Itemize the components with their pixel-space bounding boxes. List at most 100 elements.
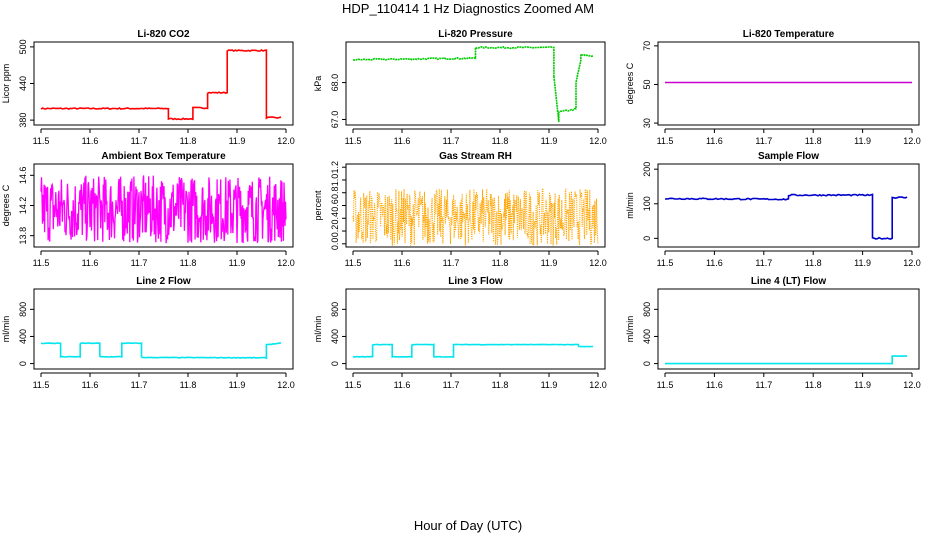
y-tick-label: 800: [330, 302, 340, 317]
panel-title: Li-820 Pressure: [438, 29, 513, 40]
y-tick-label: 1.0: [330, 174, 340, 187]
x-tick-label: 12.0: [903, 380, 921, 390]
y-axis-label: ml/min: [313, 316, 323, 343]
x-tick-label: 11.5: [345, 380, 362, 390]
y-tick-label: 0: [642, 236, 652, 241]
x-tick-label: 11.7: [755, 380, 772, 390]
y-tick-label: 400: [330, 329, 340, 344]
x-tick-label: 11.6: [706, 136, 723, 146]
x-tick-label: 11.9: [541, 380, 558, 390]
y-tick-label: 70: [642, 41, 652, 51]
x-tick-label: 11.5: [33, 380, 50, 390]
x-tick-label: 12.0: [589, 258, 607, 268]
x-tick-label: 11.5: [657, 380, 674, 390]
figure-title: HDP_110414 1 Hz Diagnostics Zoomed AM: [342, 1, 594, 16]
series-line: [352, 187, 599, 246]
panel-6: [30, 288, 294, 377]
y-tick-label: 0.6: [330, 199, 340, 212]
x-tick-label: 11.7: [755, 258, 772, 268]
panel-5: [654, 163, 920, 255]
x-tick-label: 11.6: [394, 380, 411, 390]
x-tick-label: 11.9: [854, 136, 871, 146]
x-tick-label: 11.6: [706, 380, 723, 390]
y-tick-label: 30: [642, 118, 652, 128]
x-tick-label: 11.9: [854, 258, 871, 268]
y-tick-label: 0: [18, 361, 28, 366]
panel-title: Gas Stream RH: [439, 151, 512, 162]
x-tick-label: 11.6: [82, 136, 99, 146]
y-tick-label: 400: [642, 329, 652, 344]
y-axis-label: degrees C: [1, 184, 11, 226]
panel-2: [654, 41, 920, 133]
x-tick-label: 11.7: [443, 380, 460, 390]
panel-title: Sample Flow: [758, 151, 819, 162]
x-axis-caption: Hour of Day (UTC): [413, 518, 523, 533]
y-tick-label: 67.0: [330, 111, 340, 129]
x-tick-label: 11.8: [805, 258, 822, 268]
x-tick-label: 12.0: [589, 380, 607, 390]
x-tick-label: 12.0: [277, 380, 295, 390]
y-axis-label: degrees C: [625, 62, 635, 104]
y-axis-label: ml/min: [1, 316, 11, 343]
x-tick-label: 11.8: [492, 380, 509, 390]
y-tick-label: 14.6: [18, 167, 28, 185]
x-tick-label: 11.8: [805, 380, 822, 390]
x-tick-label: 11.8: [492, 258, 509, 268]
x-tick-label: 11.6: [394, 258, 411, 268]
y-tick-label: 14.2: [18, 197, 28, 215]
panel-title: Line 4 (LT) Flow: [751, 276, 827, 287]
x-tick-label: 12.0: [903, 136, 921, 146]
x-tick-label: 11.5: [345, 258, 362, 268]
x-tick-label: 11.7: [131, 258, 148, 268]
x-tick-label: 11.7: [755, 136, 772, 146]
x-tick-label: 11.6: [82, 380, 99, 390]
y-tick-label: 800: [18, 302, 28, 317]
x-tick-label: 11.9: [229, 380, 246, 390]
x-tick-label: 11.7: [131, 136, 148, 146]
x-tick-label: 11.5: [657, 258, 674, 268]
y-axis-label: kPa: [313, 76, 323, 92]
x-tick-label: 11.9: [854, 380, 871, 390]
panel-7: [342, 288, 606, 377]
y-tick-label: 0.0: [330, 238, 340, 251]
series-line: [665, 355, 908, 365]
x-tick-label: 12.0: [589, 136, 607, 146]
x-tick-label: 11.9: [229, 136, 246, 146]
y-tick-label: 400: [18, 329, 28, 344]
plot-frame: [33, 288, 294, 370]
series-line: [40, 175, 287, 244]
x-tick-label: 11.6: [82, 258, 99, 268]
x-tick-label: 11.9: [229, 258, 246, 268]
x-tick-label: 11.9: [541, 258, 558, 268]
y-tick-label: 380: [18, 113, 28, 128]
y-tick-label: 0.4: [330, 212, 340, 225]
plot-frame: [657, 288, 920, 370]
x-tick-label: 11.6: [394, 136, 411, 146]
x-tick-label: 11.5: [33, 136, 50, 146]
plot-frame: [345, 41, 606, 126]
plot-frame: [657, 163, 920, 248]
y-tick-label: 13.8: [18, 227, 28, 245]
y-axis-label: ml/min: [625, 192, 635, 219]
y-tick-label: 100: [642, 196, 652, 211]
x-tick-label: 11.7: [443, 258, 460, 268]
series-line: [352, 45, 594, 122]
y-axis-label: ml/min: [625, 316, 635, 343]
x-tick-label: 11.9: [541, 136, 558, 146]
panel-title: Li-820 Temperature: [743, 29, 835, 40]
x-tick-label: 11.5: [657, 136, 674, 146]
y-tick-label: 800: [642, 302, 652, 317]
plot-frame: [33, 41, 294, 126]
x-tick-label: 12.0: [277, 258, 295, 268]
x-tick-label: 12.0: [903, 258, 921, 268]
y-axis-label: Licor ppm: [1, 64, 11, 104]
y-tick-label: 0.2: [330, 225, 340, 238]
series-line: [664, 193, 908, 240]
y-tick-label: 440: [18, 76, 28, 91]
series-line: [40, 342, 282, 360]
series-line: [352, 343, 594, 358]
y-tick-label: 500: [18, 39, 28, 54]
x-tick-label: 11.8: [180, 380, 197, 390]
x-tick-label: 11.7: [443, 136, 460, 146]
panel-8: [654, 288, 920, 377]
